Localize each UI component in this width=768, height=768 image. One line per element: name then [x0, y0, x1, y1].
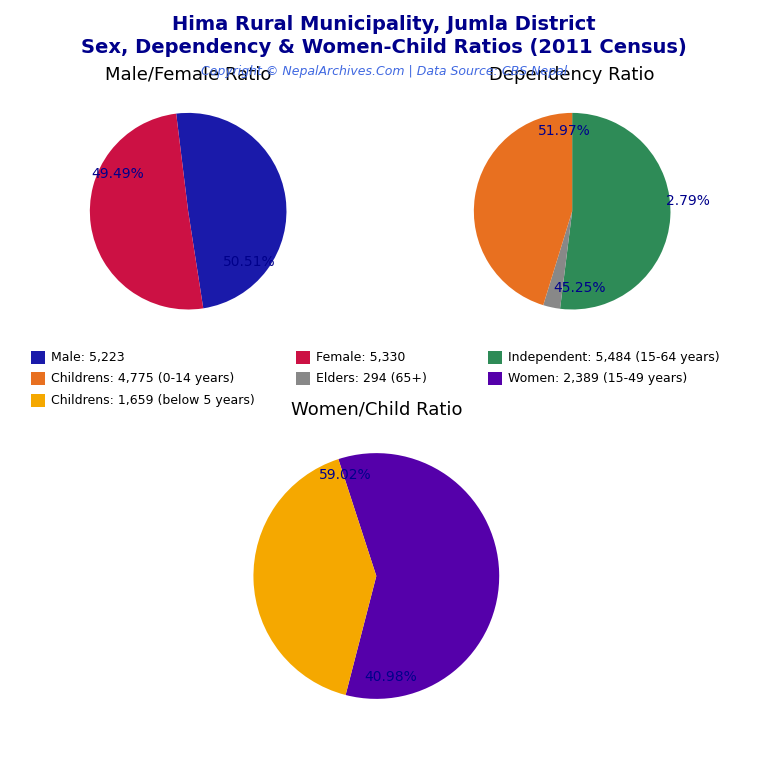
- Text: Elders: 294 (65+): Elders: 294 (65+): [316, 372, 426, 385]
- Text: Male: 5,223: Male: 5,223: [51, 351, 124, 363]
- Text: 2.79%: 2.79%: [666, 194, 710, 208]
- Wedge shape: [90, 114, 204, 310]
- Text: 59.02%: 59.02%: [319, 468, 372, 482]
- Title: Male/Female Ratio: Male/Female Ratio: [105, 66, 271, 84]
- Text: 45.25%: 45.25%: [554, 281, 606, 295]
- Wedge shape: [339, 453, 499, 699]
- Text: Childrens: 1,659 (below 5 years): Childrens: 1,659 (below 5 years): [51, 394, 254, 406]
- Text: Sex, Dependency & Women-Child Ratios (2011 Census): Sex, Dependency & Women-Child Ratios (20…: [81, 38, 687, 58]
- Wedge shape: [543, 211, 572, 309]
- Text: Independent: 5,484 (15-64 years): Independent: 5,484 (15-64 years): [508, 351, 720, 363]
- Text: 51.97%: 51.97%: [538, 124, 591, 137]
- Text: Female: 5,330: Female: 5,330: [316, 351, 405, 363]
- Text: 49.49%: 49.49%: [91, 167, 144, 180]
- Text: Copyright © NepalArchives.Com | Data Source: CBS Nepal: Copyright © NepalArchives.Com | Data Sou…: [201, 65, 567, 78]
- Title: Dependency Ratio: Dependency Ratio: [489, 66, 655, 84]
- Wedge shape: [253, 459, 376, 695]
- Text: Women: 2,389 (15-49 years): Women: 2,389 (15-49 years): [508, 372, 687, 385]
- Title: Women/Child Ratio: Women/Child Ratio: [290, 400, 462, 418]
- Text: Childrens: 4,775 (0-14 years): Childrens: 4,775 (0-14 years): [51, 372, 234, 385]
- Text: Hima Rural Municipality, Jumla District: Hima Rural Municipality, Jumla District: [172, 15, 596, 35]
- Wedge shape: [560, 113, 670, 310]
- Wedge shape: [176, 113, 286, 308]
- Text: 50.51%: 50.51%: [223, 255, 276, 270]
- Wedge shape: [474, 113, 572, 305]
- Text: 40.98%: 40.98%: [365, 670, 418, 684]
